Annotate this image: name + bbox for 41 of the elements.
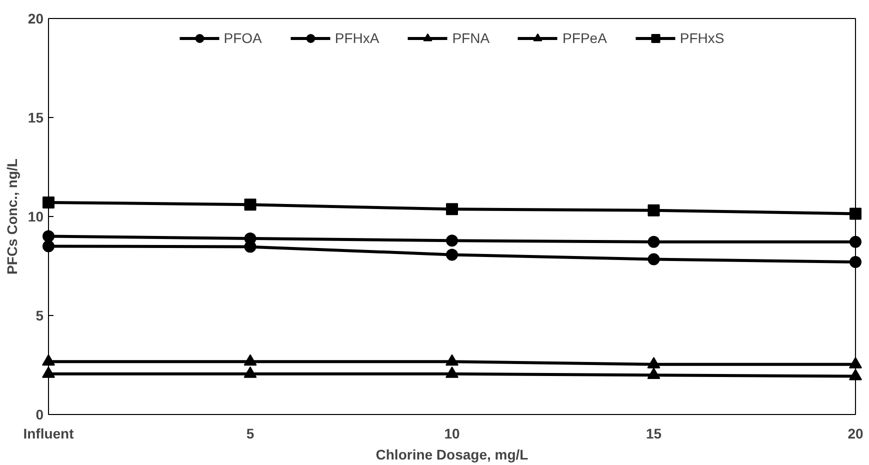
point bbox=[647, 368, 660, 380]
point bbox=[42, 196, 54, 208]
point bbox=[446, 354, 458, 366]
legend-label: PFNA bbox=[452, 30, 490, 46]
legend-label: PFHxS bbox=[680, 30, 724, 46]
point bbox=[244, 232, 256, 244]
legend-label: PFOA bbox=[224, 30, 262, 46]
x-tick-label: 5 bbox=[246, 426, 254, 442]
point bbox=[244, 354, 257, 366]
point bbox=[647, 356, 660, 368]
point bbox=[42, 230, 54, 242]
point bbox=[648, 253, 660, 266]
x-tick-label: Influent bbox=[23, 426, 74, 442]
y-tick-label: 20 bbox=[28, 10, 44, 26]
point bbox=[648, 236, 660, 248]
point bbox=[849, 356, 862, 368]
point bbox=[850, 256, 862, 268]
point bbox=[42, 366, 55, 378]
x-axis-title: Chlorine Dosage, mg/L bbox=[376, 446, 529, 462]
point bbox=[446, 366, 458, 378]
point bbox=[850, 208, 862, 220]
point bbox=[42, 240, 54, 252]
point bbox=[446, 248, 458, 261]
point bbox=[648, 204, 660, 216]
point bbox=[244, 198, 256, 211]
y-tick-label: 15 bbox=[28, 110, 44, 126]
point bbox=[850, 236, 862, 248]
point bbox=[849, 368, 862, 380]
x-tick-label: 15 bbox=[646, 426, 662, 442]
point bbox=[42, 354, 55, 366]
point bbox=[244, 366, 257, 378]
y-axis-title: PFCs Conc., ng/L bbox=[4, 158, 20, 274]
x-tick-label: 20 bbox=[848, 426, 864, 442]
legend-label: PFHxA bbox=[334, 30, 380, 46]
y-tick-label: 5 bbox=[36, 308, 44, 324]
point bbox=[446, 203, 458, 216]
y-tick-label: 10 bbox=[28, 208, 44, 224]
y-tick-label: 0 bbox=[36, 406, 44, 422]
x-tick-label: 10 bbox=[444, 426, 460, 442]
point bbox=[446, 234, 458, 247]
legend-label: PFPeA bbox=[562, 30, 607, 46]
